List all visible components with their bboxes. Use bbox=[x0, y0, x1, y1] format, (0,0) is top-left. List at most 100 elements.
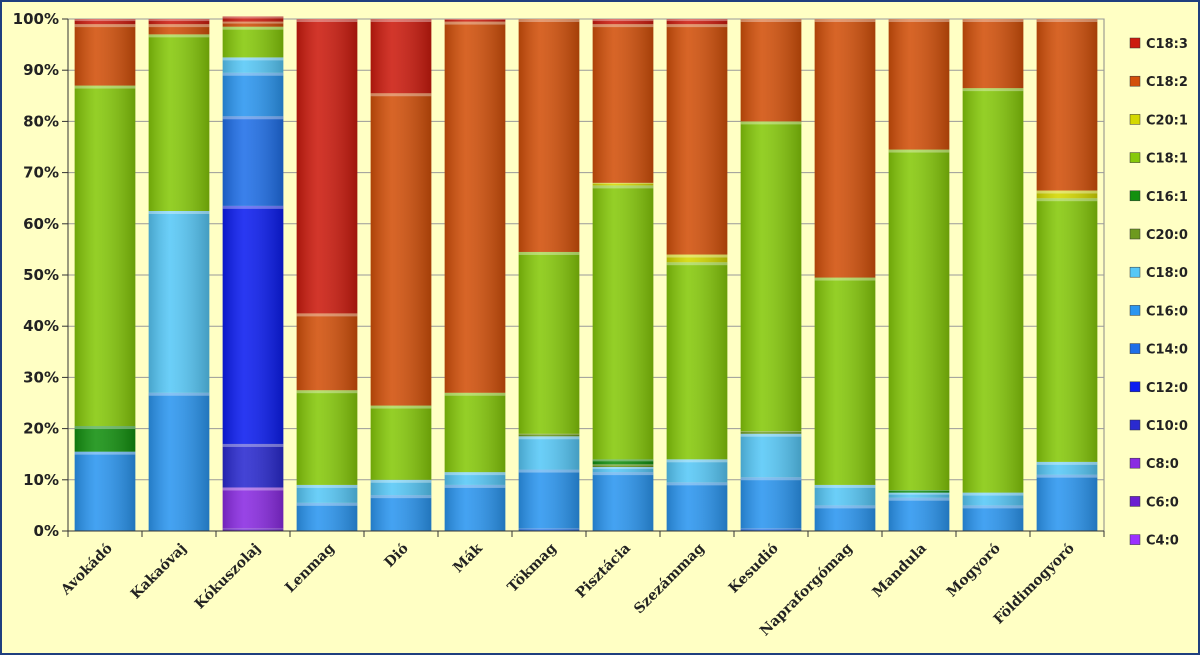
bar-segment-shade bbox=[740, 121, 802, 432]
bar-segment-shade bbox=[296, 390, 358, 485]
bar-segment-bevel bbox=[888, 490, 950, 492]
bar-segment-bevel bbox=[592, 464, 654, 466]
category-label: Kesudió bbox=[726, 541, 782, 597]
bar-segment-shade bbox=[222, 21, 284, 27]
bar-segment-bevel bbox=[1036, 19, 1098, 22]
bar-segment-shade bbox=[74, 85, 136, 427]
y-tick-label: 20% bbox=[23, 420, 59, 438]
bar-segment-bevel bbox=[740, 431, 802, 433]
bar-segment-bevel bbox=[518, 433, 580, 435]
legend: C18:3 C18:2 C20:1 C18:1 C16:1 C20:0 C18:0 C16:0… bbox=[1129, 37, 1188, 549]
bar-segment-bevel bbox=[888, 497, 950, 501]
bar-segment-bevel bbox=[74, 85, 136, 89]
legend-label: C16:1 bbox=[1146, 190, 1188, 205]
bar-segment-shade bbox=[1036, 461, 1098, 475]
bar-segment-shade bbox=[444, 392, 506, 473]
bar-segment-shade bbox=[888, 149, 950, 491]
bar-segment-shade bbox=[592, 185, 654, 460]
bar-segment-shade bbox=[962, 19, 1024, 89]
bar-segment-bevel bbox=[74, 24, 136, 28]
bar-segment-bevel bbox=[74, 426, 136, 430]
bar-segment-shade bbox=[592, 19, 654, 25]
bar-segment-shade bbox=[888, 490, 950, 493]
bar-segment-bevel bbox=[444, 21, 506, 25]
bar-segment-bevel bbox=[592, 459, 654, 462]
legend-swatch bbox=[1129, 152, 1141, 163]
bar-segment-shade bbox=[296, 313, 358, 391]
legend-swatch bbox=[1129, 496, 1141, 507]
bar-segment-bevel bbox=[222, 26, 284, 30]
bar-segment-shade bbox=[370, 19, 432, 94]
bar-segment-shade bbox=[592, 24, 654, 183]
bar-segment-bevel bbox=[1036, 190, 1098, 194]
bar-segment-shade bbox=[740, 477, 802, 529]
bar-segment-bevel bbox=[148, 392, 210, 396]
bar-segment-bevel bbox=[370, 495, 432, 499]
legend-label: C12:0 bbox=[1146, 381, 1188, 396]
bar-segment-shade bbox=[222, 26, 284, 58]
legend-swatch bbox=[1129, 266, 1141, 278]
bar-segment-bevel bbox=[74, 451, 136, 455]
legend-label: C18:0 bbox=[1146, 266, 1188, 281]
legend-label: C4:0 bbox=[1146, 534, 1179, 549]
bar-segment-shade bbox=[370, 405, 432, 480]
y-tick-label: 90% bbox=[23, 61, 59, 79]
bar-segment-bevel bbox=[222, 57, 284, 61]
bar-segment-shade bbox=[74, 426, 136, 452]
bar-segment-shade bbox=[666, 24, 728, 255]
bar-segment-bevel bbox=[518, 528, 580, 530]
bar-segment-bevel bbox=[666, 19, 728, 22]
bar-segment-shade bbox=[518, 528, 580, 531]
bar-segment-bevel bbox=[666, 24, 728, 28]
bar-segment-shade bbox=[296, 484, 358, 503]
bar-segment-bevel bbox=[1036, 198, 1098, 202]
bar-segment-shade bbox=[222, 487, 284, 529]
bar-segment-bevel bbox=[296, 390, 358, 394]
bar-segment-shade bbox=[814, 277, 876, 485]
bar-segment-shade bbox=[74, 451, 136, 531]
bar-segment-shade bbox=[444, 19, 506, 22]
bar-segment-shade bbox=[444, 472, 506, 485]
y-tick-label: 100% bbox=[13, 10, 59, 28]
bar-segment-shade bbox=[148, 34, 210, 211]
bar-segment-bevel bbox=[814, 19, 876, 22]
legend-swatch bbox=[1129, 419, 1141, 431]
bar-segment-bevel bbox=[148, 19, 210, 22]
bar-segment-bevel bbox=[962, 492, 1024, 496]
bar-segment-shade bbox=[962, 88, 1024, 493]
legend-swatch bbox=[1129, 37, 1141, 49]
bar-segment-shade bbox=[740, 431, 802, 434]
bar-segment-bevel bbox=[370, 19, 432, 22]
bar-segment-shade bbox=[74, 19, 136, 25]
bars bbox=[74, 16, 1098, 531]
bar-segment-shade bbox=[1036, 474, 1098, 531]
bar-segment-bevel bbox=[1036, 461, 1098, 465]
bar-segment-bevel bbox=[740, 477, 802, 481]
bar-segment-shade bbox=[592, 467, 654, 473]
bar-segment-bevel bbox=[962, 88, 1024, 92]
bar-segment-shade bbox=[222, 528, 284, 531]
bar-segment-bevel bbox=[962, 505, 1024, 509]
legend-label: C14:0 bbox=[1146, 343, 1188, 358]
legend-label: C18:2 bbox=[1146, 75, 1188, 90]
category-label: Mandula bbox=[870, 541, 930, 601]
bar-segment-bevel bbox=[222, 528, 284, 530]
bar-segment-shade bbox=[518, 433, 580, 437]
bar-segment-bevel bbox=[148, 211, 210, 214]
bar-segment-bevel bbox=[666, 254, 728, 258]
bar-segment-shade bbox=[666, 254, 728, 263]
bar-segment-bevel bbox=[592, 185, 654, 189]
bar-segment-shade bbox=[370, 495, 432, 531]
category-label: Kakaóvaj bbox=[128, 541, 190, 603]
bar-segment-bevel bbox=[666, 459, 728, 463]
legend-label: C20:0 bbox=[1146, 228, 1188, 243]
bar-segment-bevel bbox=[888, 19, 950, 22]
bar-segment-bevel bbox=[592, 19, 654, 22]
legend-label: C16:0 bbox=[1146, 304, 1188, 319]
bar-segment-bevel bbox=[222, 21, 284, 24]
category-label: Kókuszolaj bbox=[192, 541, 264, 613]
bar-segment-bevel bbox=[296, 502, 358, 506]
category-label: Pisztácia bbox=[573, 541, 634, 602]
